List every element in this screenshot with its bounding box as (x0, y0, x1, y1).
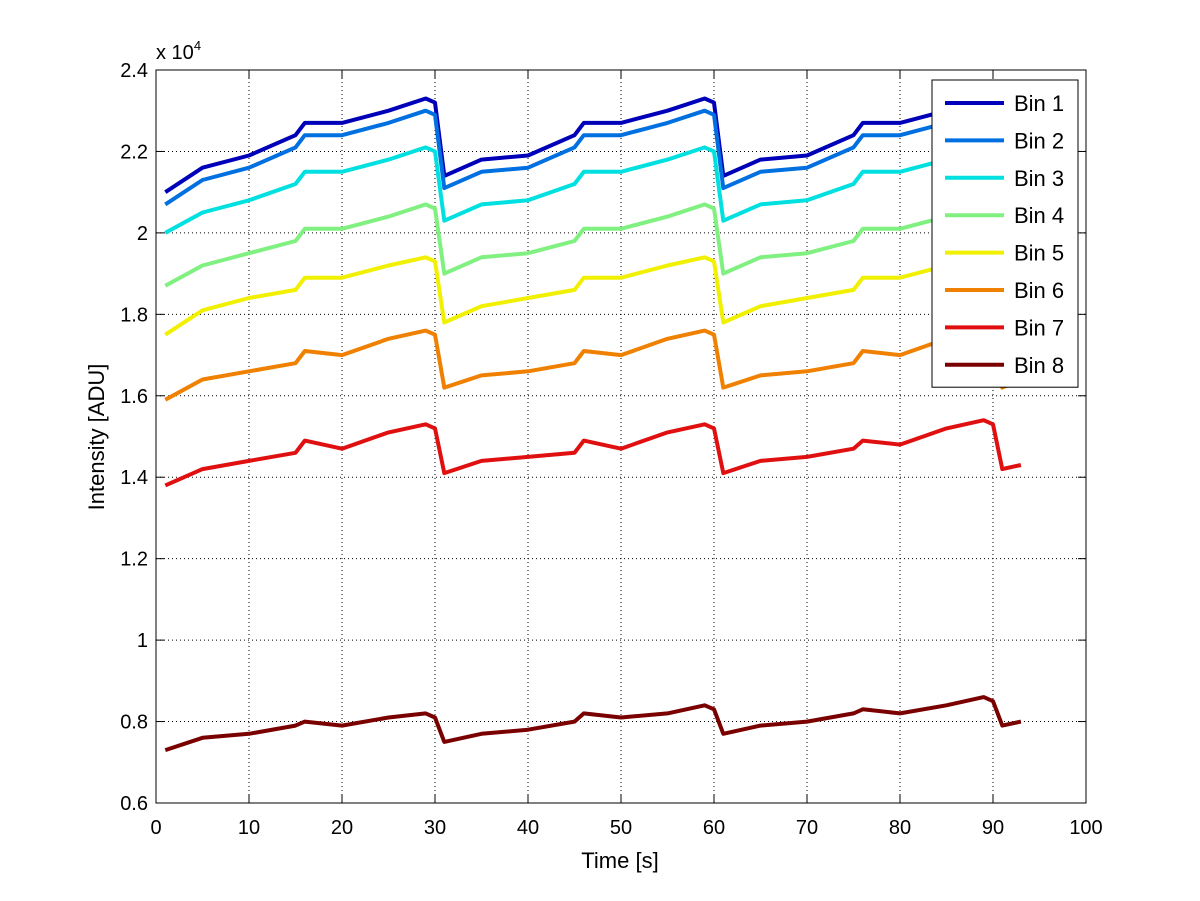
grid-lines (156, 70, 1086, 803)
series-line-bin-4 (164, 202, 1022, 288)
legend-label: Bin 3 (1014, 166, 1064, 191)
x-tick-label: 30 (424, 817, 446, 839)
legend-label: Bin 7 (1014, 315, 1064, 340)
x-axis-label: Time [s] (581, 848, 658, 873)
y-tick-label: 1.8 (120, 304, 148, 326)
y-tick-label: 0.6 (120, 793, 148, 815)
series-line-bin-2 (164, 108, 1022, 207)
y-axis-label: Intensity [ADU] (84, 364, 109, 511)
legend-label: Bin 2 (1014, 128, 1064, 153)
legend-box (931, 79, 1079, 388)
y-tick-label: 1.4 (120, 467, 148, 489)
y-tick-label: 2 (137, 223, 148, 245)
y-tick-label: 2.2 (120, 141, 148, 163)
series-line-bin-6 (164, 328, 1022, 402)
x-tick-label: 50 (610, 817, 632, 839)
y-exponent-label: x 104 (156, 38, 201, 64)
legend-label: Bin 1 (1014, 91, 1064, 116)
y-tick-label: 0.8 (120, 712, 148, 734)
x-tick-label: 0 (150, 817, 161, 839)
y-tick-label: 1 (137, 630, 148, 652)
x-tick-label: 90 (982, 817, 1004, 839)
series-line-bin-1 (164, 96, 1022, 194)
x-tick-label: 10 (238, 817, 260, 839)
series-line-bin-8 (164, 695, 1022, 752)
x-tick-label: 20 (331, 817, 353, 839)
x-tick-label: 60 (703, 817, 725, 839)
series-line-bin-7 (164, 418, 1022, 488)
axis-ticks: 0 10 20 30 40 50 60 70 80 90 100 0.6 0.8 1 1.2 1.4 1.6 1.… (120, 60, 1103, 839)
legend-label: Bin 5 (1014, 241, 1064, 266)
series-line-bin-3 (164, 145, 1022, 235)
y-tick-label: 2.4 (120, 60, 148, 82)
x-tick-label: 100 (1069, 817, 1102, 839)
x-tick-label: 70 (796, 817, 818, 839)
series-line-bin-5 (164, 255, 1022, 337)
x-tick-label: 80 (889, 817, 911, 839)
y-tick-label: 1.6 (120, 386, 148, 408)
x-tick-label: 40 (517, 817, 539, 839)
legend: Bin 1 Bin 2 Bin 3 Bin 4 Bin 5 Bin 6 Bin 7 Bin 8 (931, 79, 1079, 388)
legend-label: Bin 4 (1014, 203, 1064, 228)
data-series (164, 96, 1022, 752)
legend-label: Bin 8 (1014, 353, 1064, 378)
legend-label: Bin 6 (1014, 278, 1064, 303)
y-tick-label: 1.2 (120, 549, 148, 571)
